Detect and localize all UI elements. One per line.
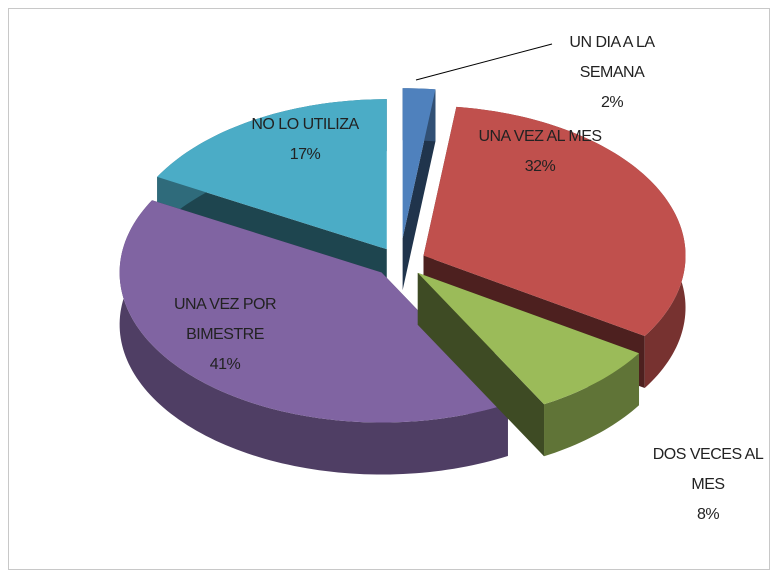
slice-value-label: 8%	[696, 506, 720, 523]
slice-value-label: 41%	[209, 356, 241, 373]
slice-value-label: 32%	[524, 158, 556, 175]
slice-label: UN DIA A LA SEMANA	[569, 34, 655, 81]
chart-frame	[8, 8, 770, 570]
slice-label: DOS VECES AL MES	[652, 446, 764, 493]
slice	[119, 200, 508, 423]
slice	[417, 272, 640, 405]
slice-wall	[544, 353, 640, 457]
slice	[402, 88, 436, 239]
slice-value-label: 17%	[289, 146, 321, 163]
slice-wall	[119, 200, 508, 475]
slice-value-label: 2%	[600, 94, 624, 111]
slice-label: UNA VEZ POR BIMESTRE	[173, 296, 277, 343]
leader-line	[415, 43, 553, 81]
slice-label: UNA VEZ AL MES	[478, 128, 602, 145]
slice	[423, 106, 686, 337]
slice	[157, 99, 387, 250]
slice-label: NO LO UTILIZA	[251, 116, 359, 133]
slice-side	[417, 272, 545, 457]
